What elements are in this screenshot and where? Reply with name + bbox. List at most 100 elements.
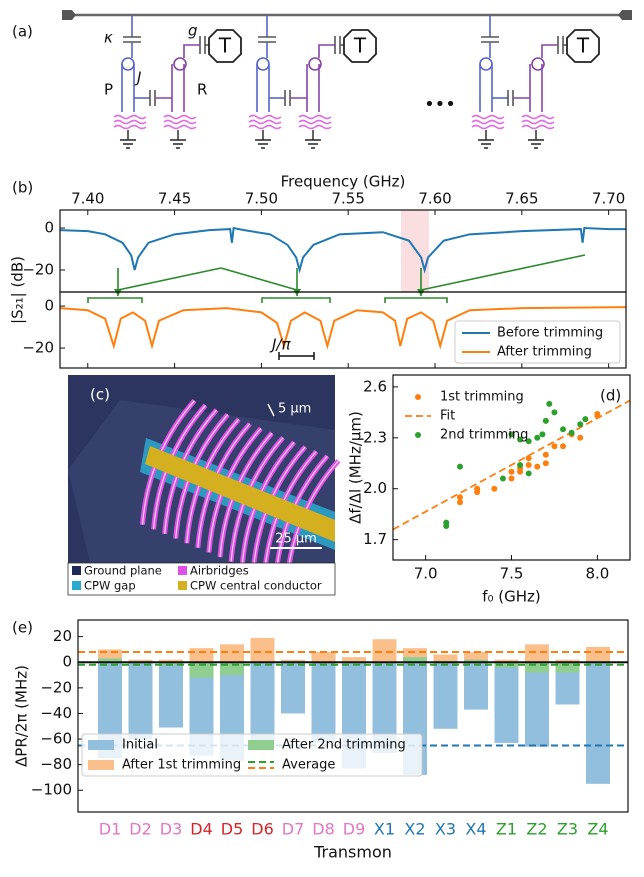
bar xyxy=(525,662,549,673)
bar xyxy=(464,662,488,710)
y-tick-label: 0 xyxy=(62,653,72,671)
bus-cap xyxy=(62,10,76,20)
x-tick-label: D6 xyxy=(251,820,274,839)
bar xyxy=(433,654,458,663)
point xyxy=(551,443,558,450)
legend-label: Airbridges xyxy=(190,564,249,578)
transmon-label: T xyxy=(576,34,590,58)
x-tick-label: 7.45 xyxy=(158,190,191,208)
panel-label: (d) xyxy=(600,387,621,405)
legend-label: 1st trimming xyxy=(440,390,524,405)
x-tick-label: D4 xyxy=(190,820,213,839)
point xyxy=(517,468,524,475)
x-tick-label: X2 xyxy=(404,820,425,839)
y-tick-label: 0 xyxy=(44,297,54,315)
point xyxy=(456,499,463,506)
bar xyxy=(342,657,366,663)
y-tick-label: 20 xyxy=(53,627,72,645)
fit-line xyxy=(393,399,630,531)
x-axis-label: f₀ (GHz) xyxy=(482,588,541,606)
point xyxy=(525,438,532,445)
y-tick-label: 2.6 xyxy=(363,377,387,395)
legend-label: Ground plane xyxy=(84,564,162,578)
point xyxy=(456,463,463,470)
y-tick-label: −60 xyxy=(40,730,72,748)
ellipsis: ••• xyxy=(424,94,456,115)
point xyxy=(594,411,601,418)
legend-swatch xyxy=(88,740,114,750)
point xyxy=(534,463,541,470)
x-tick-label: D7 xyxy=(282,820,305,839)
spectrum-line xyxy=(60,226,626,274)
r-label: R xyxy=(197,81,207,99)
x-tick-label: D8 xyxy=(312,820,335,839)
legend-box xyxy=(81,733,423,777)
axes-frame xyxy=(77,619,629,813)
bar xyxy=(525,662,549,747)
x-axis-label: Transmon xyxy=(313,843,392,862)
point xyxy=(508,431,515,438)
x-tick-label: 8.0 xyxy=(585,565,609,583)
point xyxy=(551,409,558,416)
scale-tick xyxy=(267,403,275,417)
y-tick-label: 2.0 xyxy=(363,479,387,497)
legend-label: 2nd trimming xyxy=(440,428,528,443)
x-tick-label: D1 xyxy=(99,820,122,839)
legend-swatch xyxy=(178,566,187,575)
x-tick-label: X1 xyxy=(374,820,395,839)
panel-label: (b) xyxy=(12,179,33,197)
bar xyxy=(586,662,610,784)
x-tick-label: 7.65 xyxy=(505,190,538,208)
legend-label: After trimming xyxy=(497,345,592,360)
bar xyxy=(494,662,519,668)
legend-label: After 2nd trimming xyxy=(282,738,406,753)
axes-frame xyxy=(59,209,627,293)
point xyxy=(525,455,532,462)
bar xyxy=(98,658,122,663)
panel-label: (a) xyxy=(12,23,33,41)
x-tick-label: D2 xyxy=(129,820,152,839)
bar xyxy=(311,662,336,743)
legend-label: After 1st trimming xyxy=(122,758,241,773)
point xyxy=(525,461,532,468)
x-tick-label: D9 xyxy=(343,820,366,839)
x-tick-label: 7.5 xyxy=(500,565,524,583)
point xyxy=(539,431,546,438)
y-tick-label: 1.7 xyxy=(363,530,387,548)
x-tick-label: X4 xyxy=(465,820,486,839)
transmon-label: T xyxy=(353,34,367,58)
bar xyxy=(128,662,153,740)
point xyxy=(491,485,498,492)
x-tick-label: 7.0 xyxy=(414,565,438,583)
bus-cap xyxy=(618,10,632,20)
bar xyxy=(189,648,214,663)
legend-label: Initial xyxy=(122,738,158,753)
panel-label: (c) xyxy=(90,386,110,404)
point xyxy=(443,519,450,526)
point xyxy=(456,494,463,501)
g-label: g xyxy=(188,22,198,40)
legend-swatch xyxy=(72,566,81,575)
point xyxy=(546,400,553,407)
point xyxy=(517,436,524,443)
bar xyxy=(311,652,336,663)
panel-c: 5 μm 25 μm (c) Ground plane Airbridges C… xyxy=(67,375,341,596)
highlight xyxy=(401,210,429,292)
image-legend xyxy=(67,562,336,596)
y-axis-label: Δf/Δl (MHz/μm) xyxy=(347,411,365,524)
scale-label: 25 μm xyxy=(275,532,317,547)
x-tick-label: Z3 xyxy=(557,820,578,839)
y-axis-label: ΔPR/2π (MHz) xyxy=(13,665,31,767)
point xyxy=(508,475,515,482)
bar xyxy=(159,662,183,728)
legend-label: Fit xyxy=(440,409,455,424)
bar xyxy=(403,657,427,663)
legend-swatch xyxy=(248,740,274,750)
point xyxy=(577,434,584,441)
bar xyxy=(159,662,183,665)
axes-frame xyxy=(392,374,631,561)
y-axis-label: |S₂₁| (dB) xyxy=(9,256,27,324)
y-tick-label: −40 xyxy=(40,704,72,722)
bar xyxy=(281,662,305,714)
